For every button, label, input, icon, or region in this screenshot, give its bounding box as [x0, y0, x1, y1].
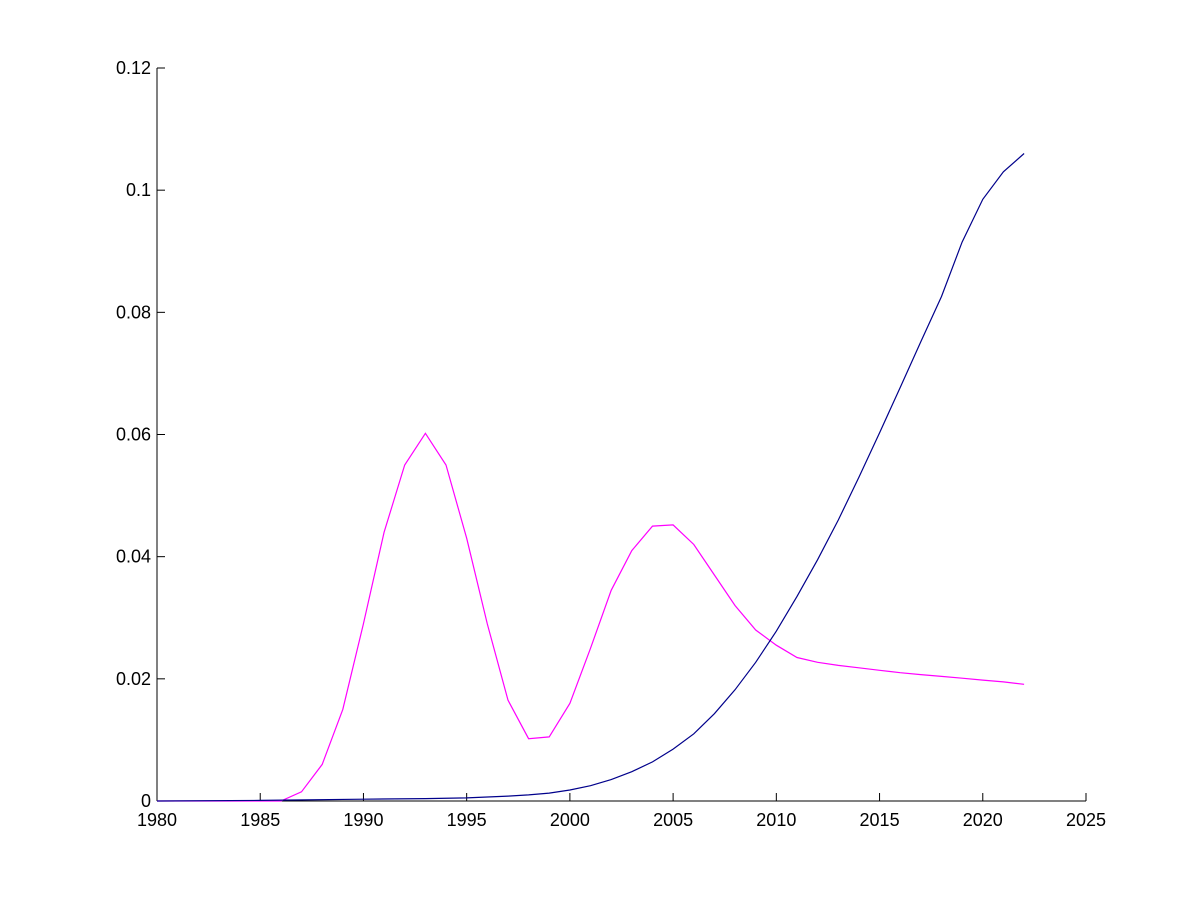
- y-tick-label: 0.06: [116, 425, 151, 445]
- y-tick-label: 0: [141, 791, 151, 811]
- x-tick-label: 2015: [860, 810, 900, 830]
- x-tick-label: 1995: [447, 810, 487, 830]
- series-line-1: [157, 432, 1025, 802]
- series-line-2: [156, 153, 1025, 802]
- y-tick-label: 0.12: [116, 58, 151, 78]
- x-tick-label: 1990: [343, 810, 383, 830]
- y-tick-label: 0.1: [126, 180, 151, 200]
- x-tick-label: 1985: [240, 810, 280, 830]
- series-layer: [156, 153, 1025, 802]
- x-tick-label: 2020: [963, 810, 1003, 830]
- y-tick-label: 0.08: [116, 302, 151, 322]
- x-axis-ticks: 1980 1985 1990 1995 2000 2005 2010 2015 2020 2025: [137, 793, 1106, 830]
- x-tick-label: 1980: [137, 810, 177, 830]
- x-tick-label: 2010: [756, 810, 796, 830]
- axes: [156, 68, 1086, 802]
- x-tick-label: 2000: [550, 810, 590, 830]
- y-tick-label: 0.02: [116, 669, 151, 689]
- y-axis-ticks: 0 0.02 0.04 0.06 0.08 0.1 0.12: [116, 58, 165, 811]
- x-tick-label: 2025: [1066, 810, 1106, 830]
- x-tick-label: 2005: [653, 810, 693, 830]
- y-tick-label: 0.04: [116, 547, 151, 567]
